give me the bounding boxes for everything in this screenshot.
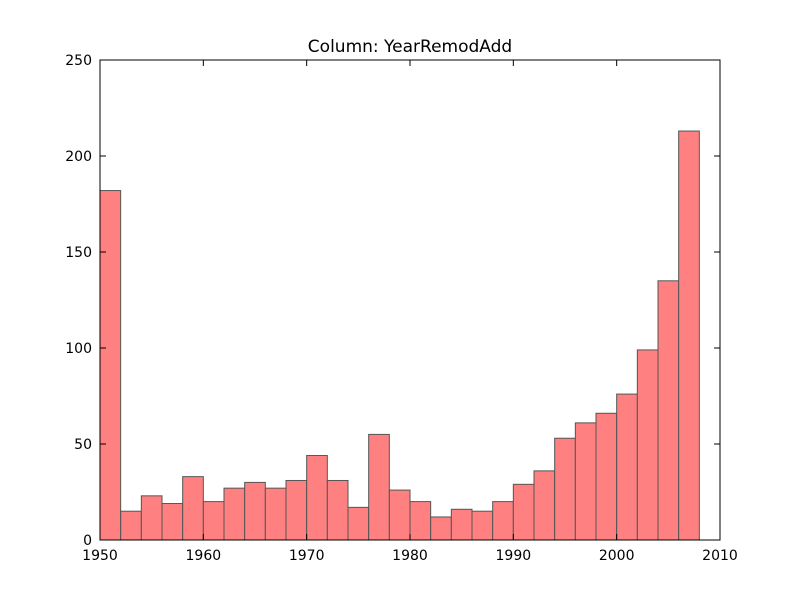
y-tick-label: 200 xyxy=(65,149,92,165)
x-tick-label: 1990 xyxy=(496,548,532,564)
histogram-bar xyxy=(574,422,597,541)
histogram-bar xyxy=(533,470,556,541)
histogram-bar xyxy=(202,501,225,541)
histogram-bar xyxy=(326,479,349,541)
histogram-bar xyxy=(512,483,535,541)
histogram-bar xyxy=(264,487,287,541)
histogram-bar xyxy=(450,508,473,541)
x-tick-label: 1950 xyxy=(82,548,118,564)
y-tick-label: 150 xyxy=(65,245,92,261)
x-tick-label: 1970 xyxy=(289,548,325,564)
histogram-bar xyxy=(99,190,122,541)
bars-group xyxy=(99,130,700,541)
y-tick-label: 250 xyxy=(65,53,92,69)
histogram-bar xyxy=(554,437,576,541)
histogram-bar xyxy=(182,476,204,541)
histogram-bar xyxy=(347,506,370,541)
histogram-bar xyxy=(161,503,184,541)
histogram-bar xyxy=(140,495,163,541)
histogram-bar xyxy=(595,412,618,541)
histogram-bar xyxy=(388,489,411,541)
histogram-bar xyxy=(223,487,246,541)
histogram-bar xyxy=(430,516,452,541)
histogram-bar xyxy=(492,501,514,541)
y-tick-label: 0 xyxy=(83,533,92,549)
y-tick-label: 50 xyxy=(74,437,92,453)
histogram-bar xyxy=(306,455,328,541)
plot-frame xyxy=(99,59,721,541)
ticks-group: 1950 1960 1970 1980 1990 2000 2010 0 50 100 150 200… xyxy=(65,53,738,564)
histogram-bar xyxy=(244,481,266,541)
histogram-bar xyxy=(657,280,680,541)
x-tick-label: 1980 xyxy=(392,548,428,564)
y-tick-label: 100 xyxy=(65,341,92,357)
x-tick-label: 2000 xyxy=(599,548,635,564)
histogram-bar xyxy=(471,510,494,541)
histogram-bar xyxy=(120,510,142,541)
histogram-bar xyxy=(368,433,390,541)
x-tick-label: 2010 xyxy=(702,548,738,564)
histogram-bar xyxy=(616,393,638,541)
histogram-bar xyxy=(678,130,700,541)
histogram-bar xyxy=(285,479,308,541)
histogram-bar xyxy=(409,501,432,541)
x-tick-label: 1960 xyxy=(186,548,222,564)
chart-title: Column: YearRemodAdd xyxy=(308,37,512,57)
histogram-bar xyxy=(636,349,659,541)
